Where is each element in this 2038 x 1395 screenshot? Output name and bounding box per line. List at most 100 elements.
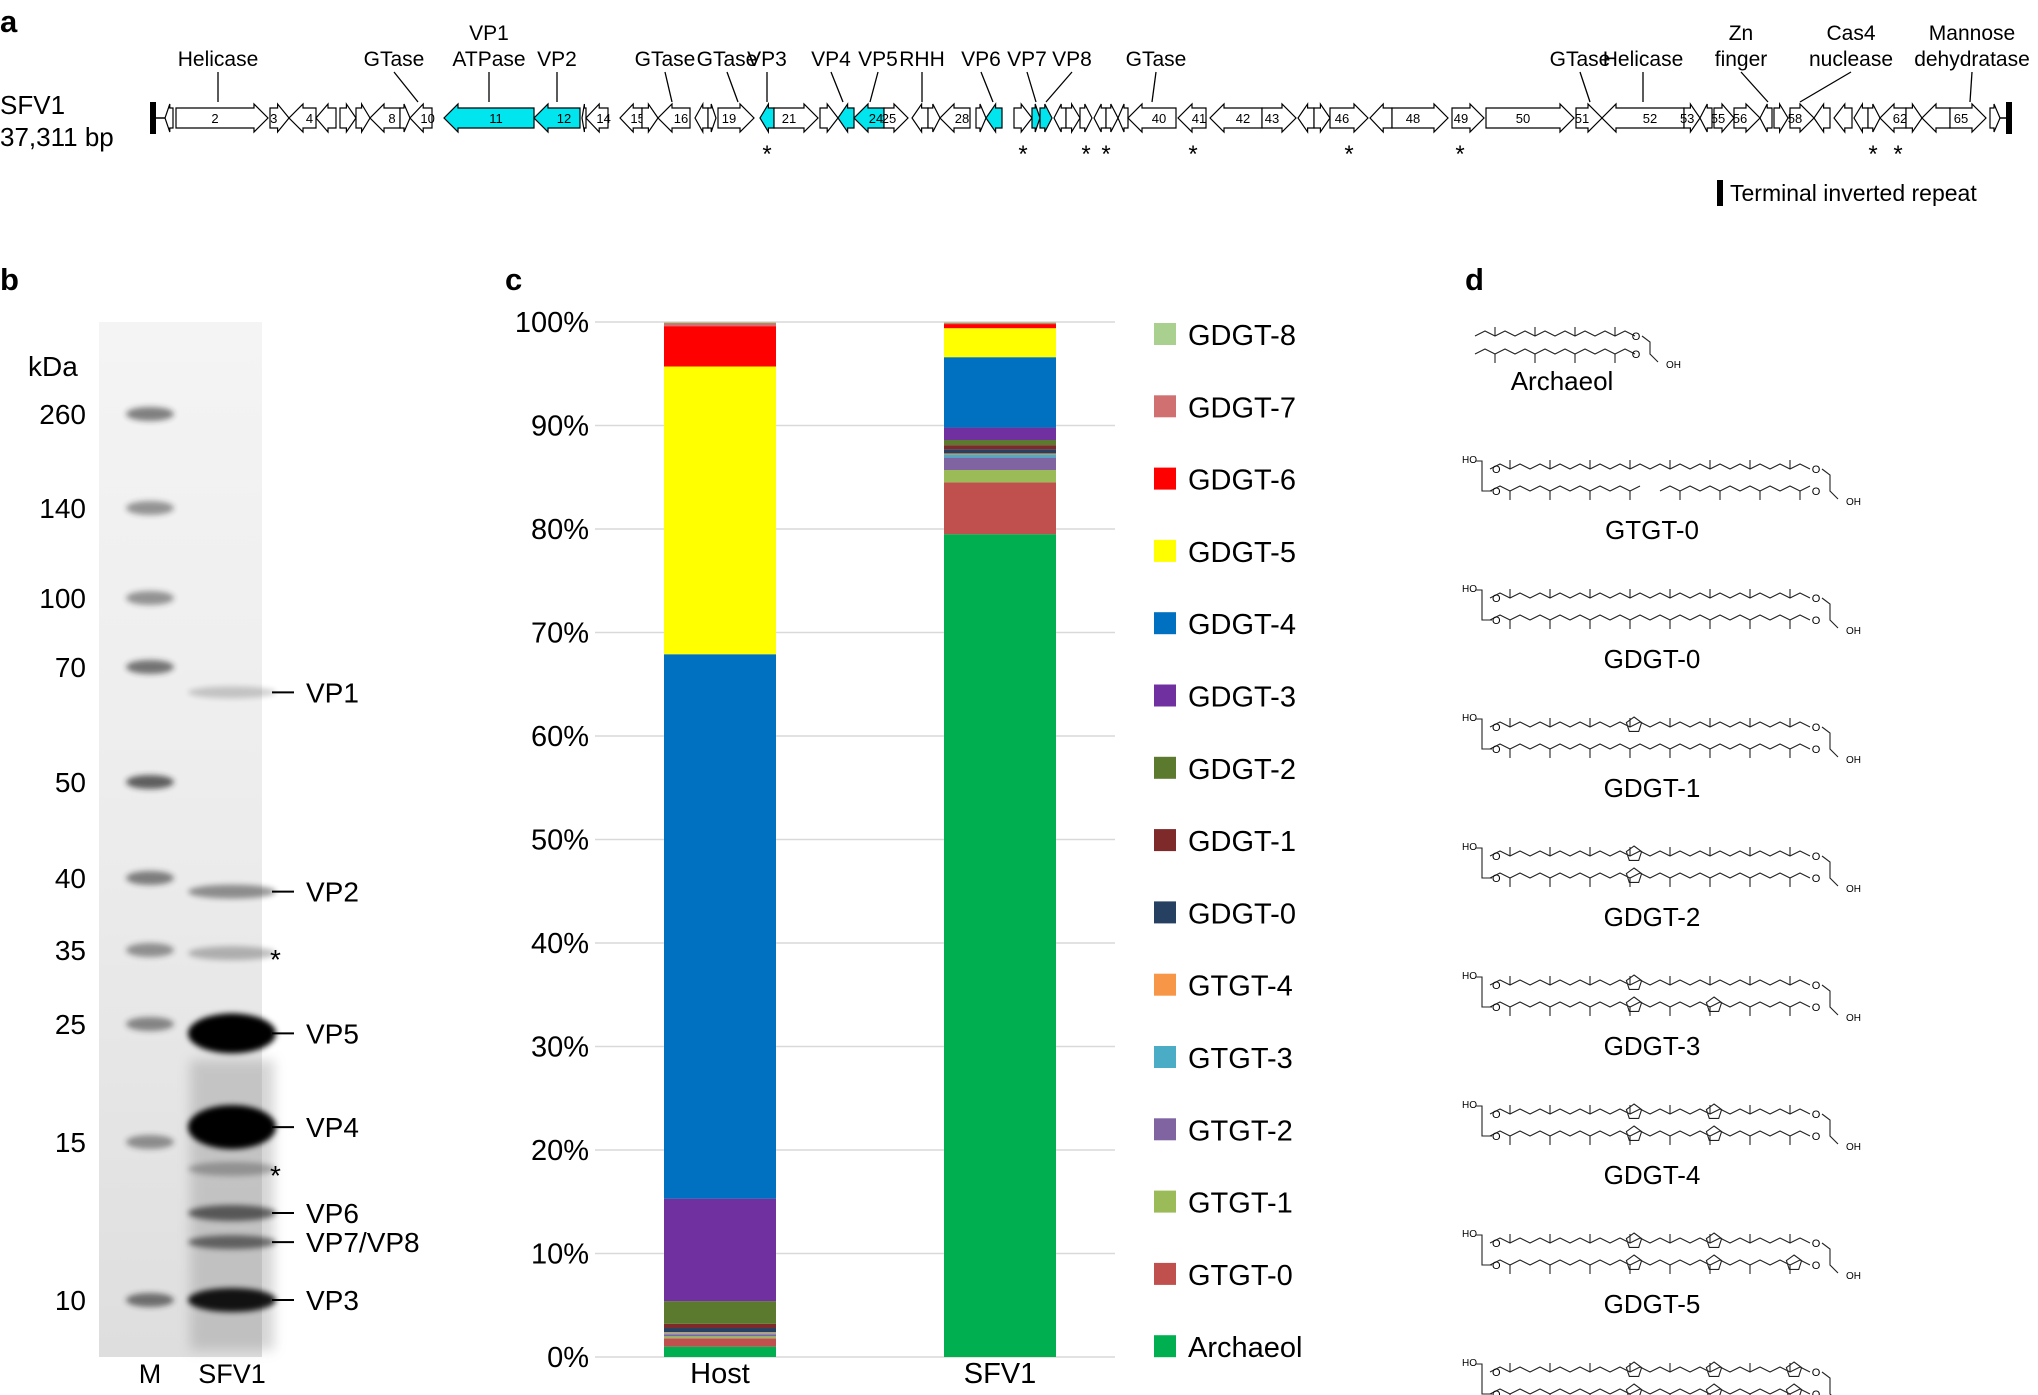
panel-d-letter: d (1465, 262, 1484, 297)
isoprenoid-chain (1489, 721, 1811, 728)
gene-number-label: 11 (489, 111, 503, 126)
gene-arrow-35 (1065, 101, 1081, 135)
legend-swatch (1154, 1118, 1176, 1141)
annotation-leader-line (1151, 71, 1157, 103)
gene-arrow-26 (911, 102, 929, 134)
oxygen-atom: O (1812, 1260, 1821, 1272)
bar-segment-gdgt-8 (944, 322, 1056, 324)
cyclopentane-ring (1625, 996, 1643, 1013)
gene-number-label: 10 (420, 111, 434, 126)
oxygen-atom: O (1812, 1002, 1821, 1014)
oxygen-atom: O (1812, 1367, 1821, 1379)
sample-band (188, 1235, 276, 1250)
hydroxyl-group: OH (1846, 884, 1861, 895)
annotation-label: VP6 (961, 48, 1001, 71)
marker-kda-label: 35 (55, 935, 86, 966)
annotation-leader-line (1579, 71, 1591, 103)
hydroxyl-group: OH (1846, 1271, 1861, 1282)
gene-arrow-10 (409, 102, 433, 134)
structure-name: GTGT-0 (1605, 515, 1699, 545)
legend-label: GTGT-0 (1188, 1260, 1293, 1292)
cyclopentane-ring (1705, 1125, 1723, 1142)
gene-arrow-25 (883, 102, 909, 134)
hydroxyl-group: OH (1846, 497, 1861, 508)
bar-segment-gdgt-3 (944, 427, 1056, 440)
hydroxyl-group: HO (1462, 455, 1477, 466)
cyclopentane-ring (1625, 1103, 1643, 1120)
cyclopentane-ring (1625, 974, 1643, 991)
gene-arrow-58 (1773, 101, 1789, 135)
asterisk-mark: * (1868, 141, 1877, 168)
oxygen-atom: O (1812, 722, 1821, 734)
gene-number-label: 65 (1954, 111, 1968, 126)
asterisk-mark: * (1893, 141, 1902, 168)
gene-arrow-65 (1949, 102, 1987, 134)
gene-arrow-6 (355, 101, 371, 135)
gene-asterisks: * * * * * * * * * (762, 141, 1902, 168)
marker-band (126, 660, 174, 674)
bar-segment-gdgt-4 (944, 357, 1056, 428)
gene-number-label: 46 (1335, 111, 1349, 126)
x-tick-label: Host (690, 1358, 750, 1390)
structure-archaeol: OO OH Archaeol (1474, 327, 1681, 396)
marker-band (126, 775, 174, 789)
gene-arrow-19 (717, 102, 755, 134)
gene-number-label: 25 (882, 111, 896, 126)
legend-swatch (1154, 1335, 1176, 1358)
marker-band (126, 501, 174, 515)
gene-number-label: 52 (1643, 111, 1657, 126)
bar-segment-gdgt-7 (664, 323, 776, 327)
gene-arrow-20 (759, 101, 775, 135)
hydroxyl-group: HO (1462, 584, 1477, 595)
gene-arrow-23 (837, 102, 855, 134)
tir-left-marker (150, 102, 156, 134)
isoprenoid-chain (1489, 1108, 1811, 1115)
gene-number-label: 48 (1406, 111, 1420, 126)
hydroxyl-group: HO (1462, 1358, 1477, 1369)
y-tick-label: 10% (531, 1239, 589, 1271)
bar-segment-gtgt-0 (664, 1338, 776, 1347)
marker-band (126, 943, 174, 957)
isoprenoid-chain (1659, 485, 1811, 492)
cyclopentane-ring (1625, 845, 1643, 862)
band-label: VP3 (306, 1285, 359, 1316)
asterisk-mark: * (1344, 141, 1353, 168)
oxygen-atom: O (1492, 873, 1501, 885)
hydroxyl-group: OH (1846, 1013, 1861, 1024)
bar-segment-gtgt-4 (944, 453, 1056, 455)
gene-arrow-18 (707, 103, 717, 133)
annotation-leader-line (726, 71, 739, 103)
y-tick-label: 20% (531, 1135, 589, 1167)
glycerol-backbone (1476, 460, 1492, 492)
y-tick-label: 90% (531, 411, 589, 443)
gene-arrow-39 (1117, 103, 1129, 133)
oxygen-atom: O (1492, 744, 1501, 756)
gene-arrow-14 (585, 102, 609, 134)
gene-arrow-11 (443, 102, 535, 134)
annotation-label: Mannose (1929, 22, 2015, 45)
gene-number-label: 55 (1711, 111, 1725, 126)
gene-arrow-33 (1039, 103, 1053, 133)
isoprenoid-chain (1489, 1237, 1811, 1244)
hydroxyl-group: HO (1462, 713, 1477, 724)
gene-number-label: 19 (722, 111, 736, 126)
sample-band (188, 884, 276, 899)
gene-arrow-50 (1485, 102, 1575, 134)
legend-label: GDGT-5 (1188, 537, 1296, 569)
structure-name: GDGT-1 (1604, 773, 1701, 803)
gene-arrow-15 (641, 102, 659, 134)
marker-band (126, 1293, 174, 1307)
bar-segment-gtgt-3 (664, 1333, 776, 1335)
asterisk-mark: * (1188, 141, 1197, 168)
gene-arrow-16 (657, 102, 691, 134)
gene-arrow-22 (819, 102, 839, 134)
gene-arrow-21 (773, 102, 819, 134)
annotation-leader-line (1740, 71, 1769, 103)
x-tick-label: SFV1 (964, 1358, 1037, 1390)
gene-number-label: 58 (1788, 111, 1802, 126)
gene-arrow-31 (1013, 102, 1033, 134)
isoprenoid-chain (1489, 1388, 1811, 1395)
